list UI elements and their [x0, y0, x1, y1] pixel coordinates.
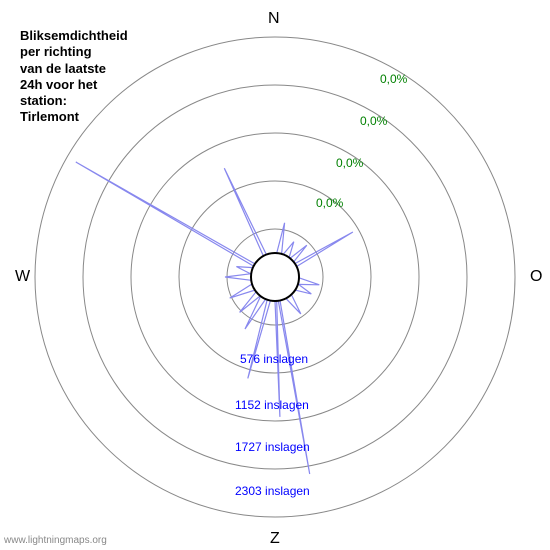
dir-label-z: Z: [270, 530, 280, 548]
strike-label: 576 inslagen: [240, 352, 308, 366]
percent-label: 0,0%: [316, 196, 343, 210]
percent-label: 0,0%: [380, 72, 407, 86]
strike-label: 1152 inslagen: [235, 398, 309, 412]
dir-label-n: N: [268, 10, 280, 28]
percent-label: 0,0%: [360, 114, 387, 128]
dir-label-o: O: [530, 268, 542, 286]
chart-container: Bliksemdichtheid per richting van de laa…: [0, 0, 550, 550]
strike-label: 2303 inslagen: [235, 484, 310, 498]
footer-attribution: www.lightningmaps.org: [4, 535, 107, 546]
chart-title: Bliksemdichtheid per richting van de laa…: [20, 28, 128, 126]
percent-label: 0,0%: [336, 156, 363, 170]
dir-label-w: W: [15, 268, 30, 286]
strike-label: 1727 inslagen: [235, 440, 310, 454]
